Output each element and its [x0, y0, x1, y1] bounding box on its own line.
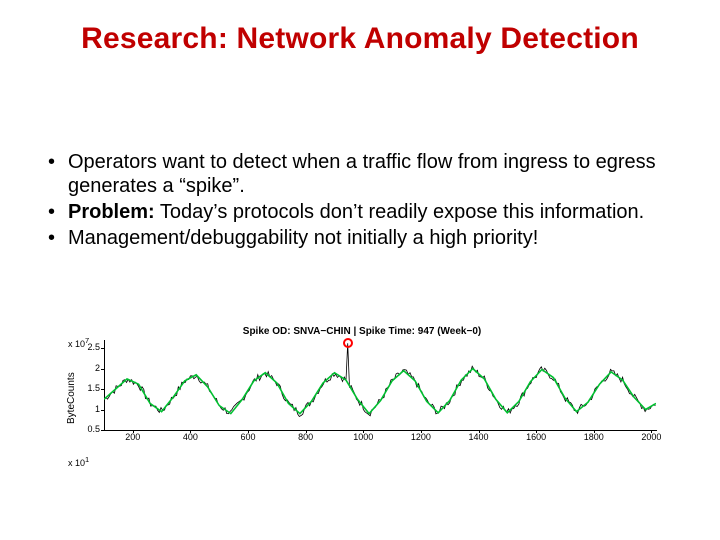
bullet-bold: Problem:	[68, 201, 155, 223]
slide: Research: Network Anomaly Detection Oper…	[0, 0, 720, 540]
x-tick-label: 2000	[641, 432, 661, 442]
y-tick-label: 1	[78, 404, 100, 414]
x-tick-label: 1800	[584, 432, 604, 442]
x-tick-label: 800	[298, 432, 313, 442]
chart-svg	[104, 340, 656, 430]
x-tick-label: 1200	[411, 432, 431, 442]
bullet-text: Operators want to detect when a traffic …	[68, 151, 656, 197]
bullet-list: Operators want to detect when a traffic …	[44, 150, 680, 252]
bullet-item: Management/debuggability not initially a…	[44, 226, 680, 250]
x-tick-label: 600	[241, 432, 256, 442]
bullet-text: Today’s protocols don’t readily expose t…	[155, 201, 645, 223]
chart-title: Spike OD: SNVA−CHIN | Spike Time: 947 (W…	[60, 326, 664, 337]
y-exp-sup: 1	[85, 455, 89, 464]
y-tick-label: 1.5	[78, 383, 100, 393]
bullet-ul: Operators want to detect when a traffic …	[44, 150, 680, 250]
bullet-item: Operators want to detect when a traffic …	[44, 150, 680, 198]
y-exponent-bottom: x 101	[68, 455, 89, 468]
chart-region: Spike OD: SNVA−CHIN | Spike Time: 947 (W…	[60, 326, 664, 466]
x-tick-label: 1600	[526, 432, 546, 442]
x-tick-label: 1000	[353, 432, 373, 442]
x-tick-label: 200	[125, 432, 140, 442]
y-exp-base: x 10	[68, 458, 85, 468]
x-tick-label: 400	[183, 432, 198, 442]
bullet-item: Problem: Today’s protocols don’t readily…	[44, 200, 680, 224]
y-tick-label: 2	[78, 363, 100, 373]
y-tick-label: 2.5	[78, 342, 100, 352]
x-tick-label: 1400	[469, 432, 489, 442]
bullet-text: Management/debuggability not initially a…	[68, 227, 538, 249]
y-axis-label: ByteCounts	[66, 372, 77, 424]
spike-marker-icon	[343, 338, 353, 348]
smooth-series	[104, 369, 656, 414]
y-tick-label: 0.5	[78, 424, 100, 434]
slide-title: Research: Network Anomaly Detection	[0, 22, 720, 56]
